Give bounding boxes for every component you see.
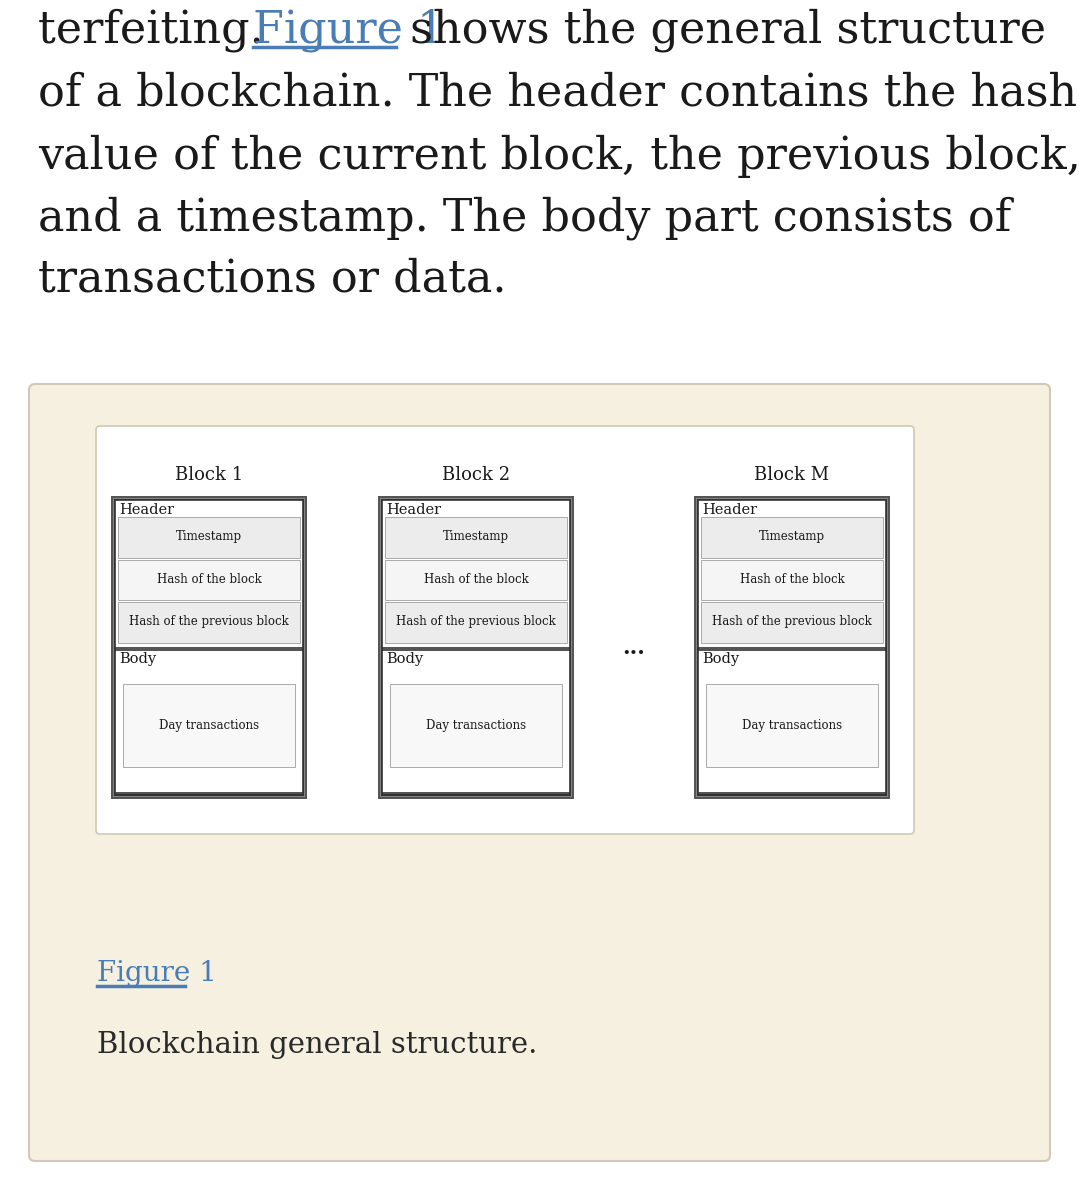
Bar bbox=[382, 500, 570, 795]
Text: Hash of the block: Hash of the block bbox=[156, 573, 261, 586]
Bar bbox=[115, 650, 303, 792]
Text: terfeiting.: terfeiting. bbox=[38, 8, 278, 52]
Text: Body: Body bbox=[119, 652, 156, 666]
Bar bbox=[385, 602, 566, 642]
Text: and a timestamp. The body part consists of: and a timestamp. The body part consists … bbox=[38, 197, 1011, 241]
FancyBboxPatch shape bbox=[29, 384, 1050, 1161]
Text: Timestamp: Timestamp bbox=[176, 530, 242, 543]
Bar bbox=[706, 684, 878, 766]
Bar bbox=[698, 650, 886, 792]
Text: Body: Body bbox=[386, 652, 423, 666]
Bar bbox=[111, 496, 308, 800]
Text: shows the general structure: shows the general structure bbox=[396, 8, 1047, 52]
Bar bbox=[115, 500, 303, 647]
Bar bbox=[701, 602, 883, 642]
Bar bbox=[380, 498, 572, 797]
Bar bbox=[385, 517, 566, 557]
Bar bbox=[385, 560, 566, 600]
Text: Blockchain general structure.: Blockchain general structure. bbox=[97, 1031, 537, 1059]
Bar bbox=[698, 500, 886, 647]
Text: Header: Header bbox=[119, 503, 174, 517]
Bar bbox=[390, 684, 562, 766]
Text: Header: Header bbox=[386, 503, 441, 517]
Text: value of the current block, the previous block,: value of the current block, the previous… bbox=[38, 135, 1079, 178]
Text: Body: Body bbox=[702, 652, 739, 666]
Text: Block 1: Block 1 bbox=[175, 466, 243, 484]
Bar bbox=[694, 496, 890, 800]
Text: ...: ... bbox=[623, 637, 645, 659]
Text: Hash of the previous block: Hash of the previous block bbox=[712, 615, 872, 628]
Text: Timestamp: Timestamp bbox=[759, 530, 825, 543]
Bar bbox=[113, 498, 305, 797]
Bar bbox=[701, 560, 883, 600]
Text: Block M: Block M bbox=[754, 466, 830, 484]
Bar bbox=[698, 500, 886, 795]
Bar bbox=[382, 500, 570, 647]
Text: Hash of the block: Hash of the block bbox=[739, 573, 845, 586]
Text: Block 2: Block 2 bbox=[442, 466, 510, 484]
Bar bbox=[118, 602, 300, 642]
Text: Figure 1: Figure 1 bbox=[97, 960, 217, 987]
Bar bbox=[696, 498, 888, 797]
Text: Day transactions: Day transactions bbox=[426, 719, 527, 732]
Bar bbox=[118, 560, 300, 600]
Bar bbox=[123, 684, 295, 766]
Text: Day transactions: Day transactions bbox=[159, 719, 259, 732]
Bar bbox=[378, 496, 574, 800]
Bar bbox=[118, 517, 300, 557]
Text: Figure 1: Figure 1 bbox=[254, 9, 446, 52]
Text: transactions or data.: transactions or data. bbox=[38, 256, 506, 300]
Text: Hash of the previous block: Hash of the previous block bbox=[396, 615, 556, 628]
Bar bbox=[115, 500, 303, 795]
Bar bbox=[382, 650, 570, 792]
Text: Hash of the block: Hash of the block bbox=[424, 573, 529, 586]
Text: Header: Header bbox=[702, 503, 757, 517]
Text: Timestamp: Timestamp bbox=[443, 530, 509, 543]
Bar bbox=[701, 517, 883, 557]
Text: Day transactions: Day transactions bbox=[742, 719, 842, 732]
FancyBboxPatch shape bbox=[96, 426, 914, 834]
Text: of a blockchain. The header contains the hash: of a blockchain. The header contains the… bbox=[38, 72, 1077, 115]
Text: Hash of the previous block: Hash of the previous block bbox=[129, 615, 289, 628]
